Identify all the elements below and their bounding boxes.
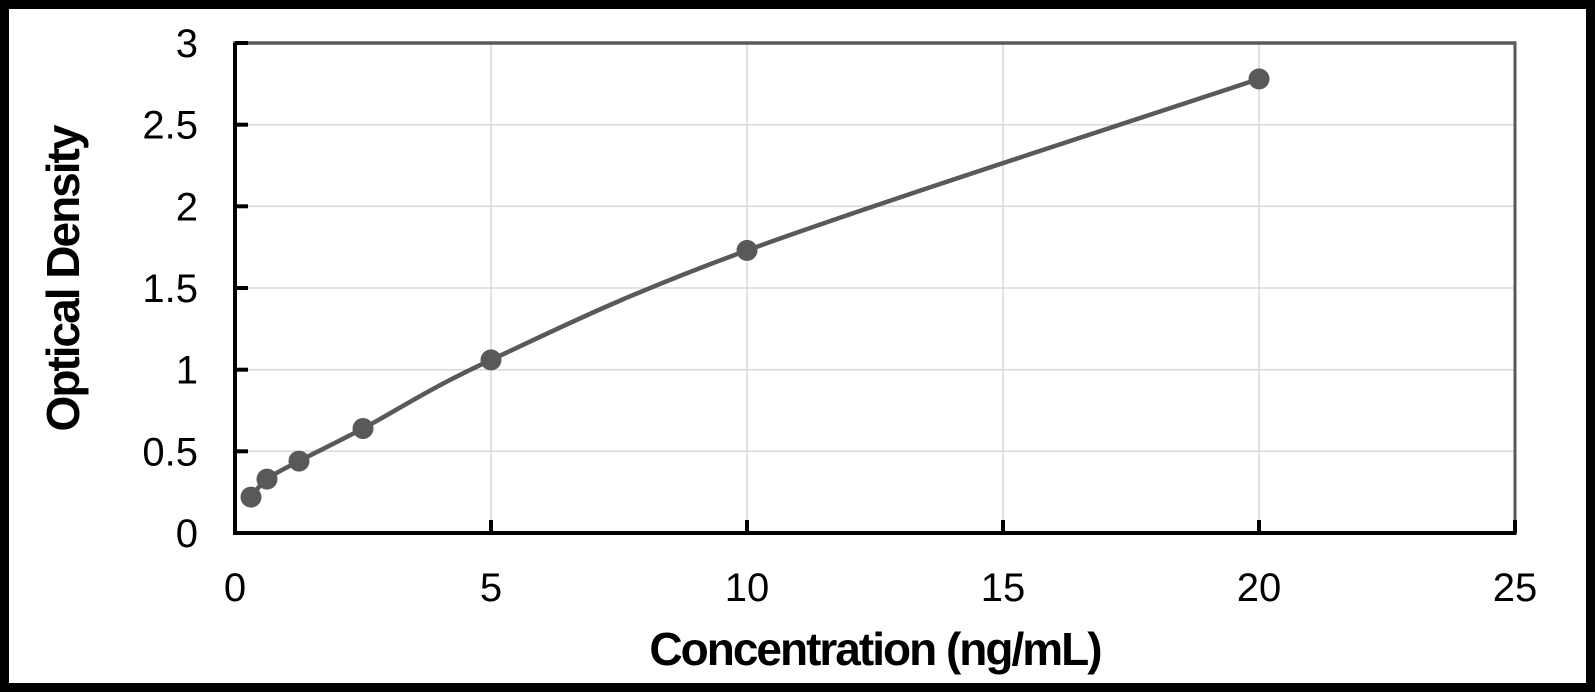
data-point-marker (288, 450, 310, 472)
data-point-marker (240, 486, 262, 508)
y-tick-label: 3 (176, 22, 198, 66)
data-point-marker (736, 239, 758, 261)
y-tick-label: 0.5 (142, 430, 198, 474)
x-tick-label: 0 (224, 566, 246, 610)
x-axis-title: Concentration (ng/mL) (649, 623, 1102, 675)
y-tick-label: 2.5 (142, 104, 198, 148)
y-tick-label: 1 (176, 349, 198, 393)
x-tick-label: 15 (981, 566, 1026, 610)
y-tick-label: 1.5 (142, 267, 198, 311)
x-tick-label: 20 (1237, 566, 1282, 610)
data-point-marker (256, 468, 278, 490)
y-tick-label: 0 (176, 512, 198, 556)
x-tick-label: 5 (480, 566, 502, 610)
data-point-marker (352, 418, 374, 439)
x-tick-label: 25 (1493, 566, 1538, 610)
data-point-marker (1248, 68, 1270, 90)
y-tick-label: 2 (176, 185, 198, 229)
x-tick-label: 10 (725, 566, 770, 610)
data-point-marker (480, 349, 502, 371)
y-axis-title: Optical Density (37, 126, 89, 432)
